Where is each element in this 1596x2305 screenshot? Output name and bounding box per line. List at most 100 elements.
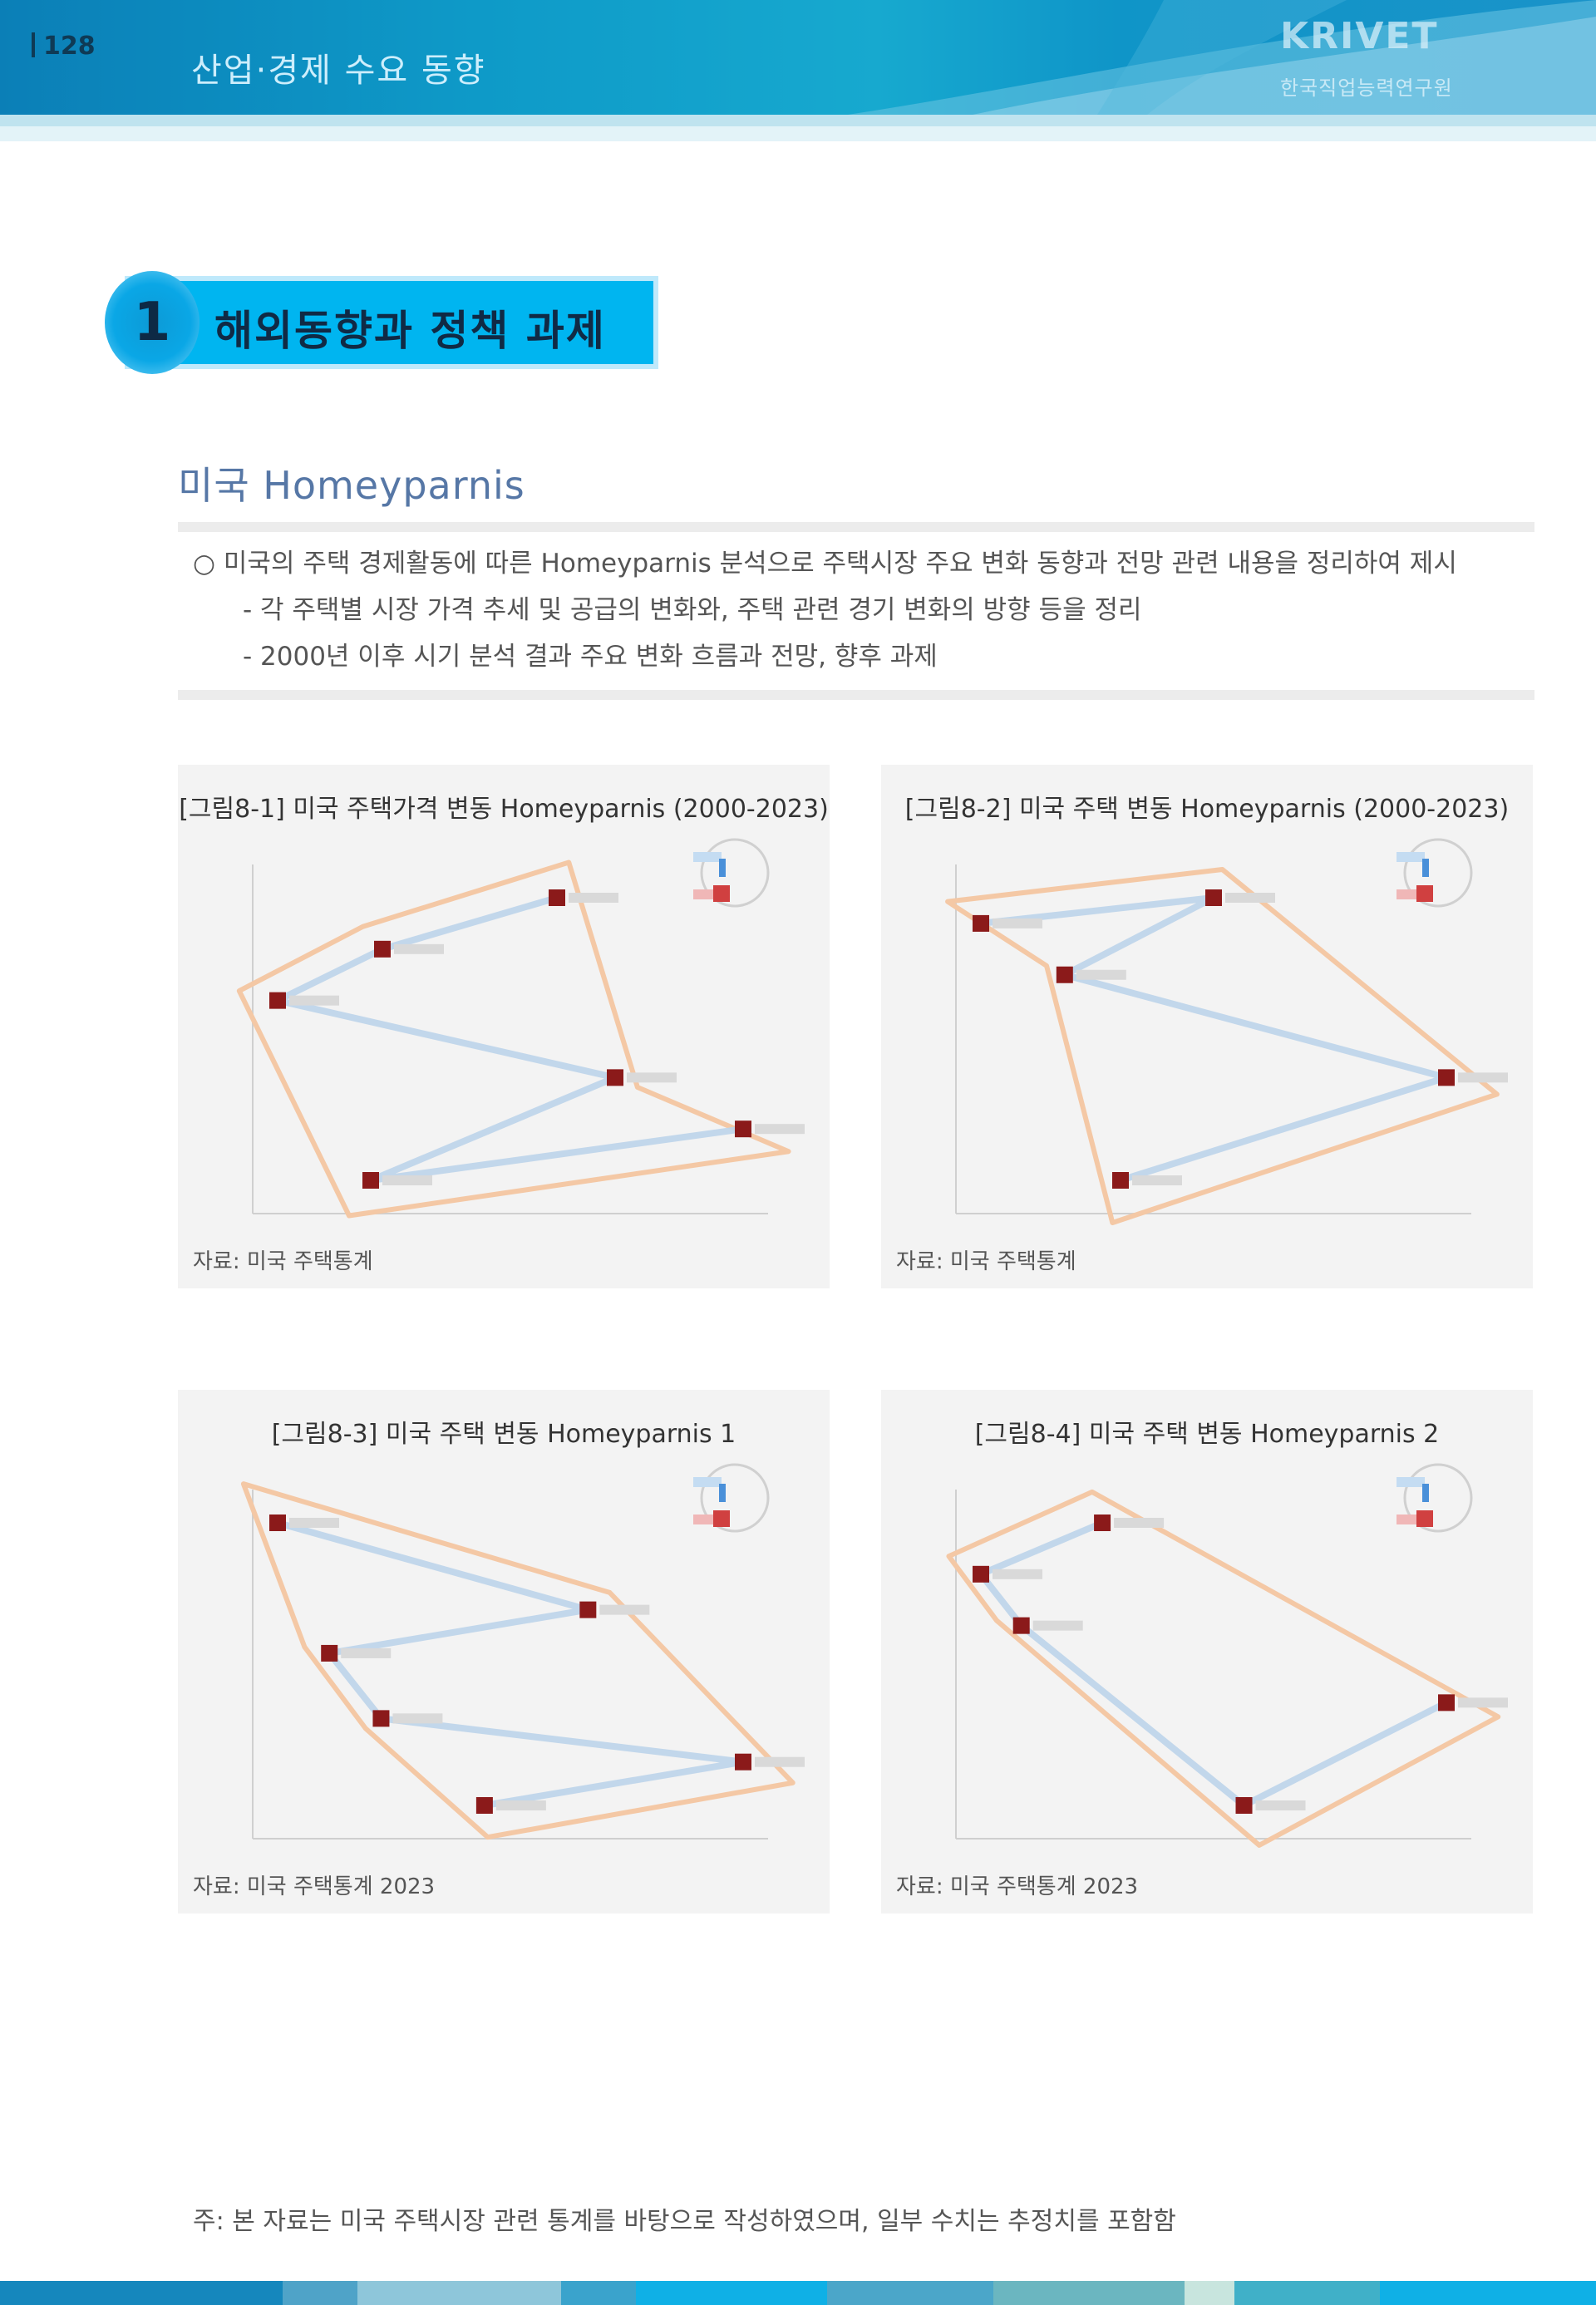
section-number: 1 [133,292,171,353]
data-point-label [1255,1800,1306,1810]
section-heading-bar [130,281,653,364]
header-title: 산업·경제 수요 동향 [191,52,486,90]
legend-marker-red [713,885,730,902]
chart-svg-1 [236,838,805,1219]
legend-circle [700,838,770,908]
header-underline-light [0,126,1596,141]
data-point-label [495,1800,546,1810]
data-point [1205,889,1222,906]
page-header: 128 산업·경제 수요 동향 KRIVET 한국직업능력연구원 [0,0,1596,115]
series-line [274,894,744,1184]
data-point [1012,1617,1030,1634]
data-point [735,1753,751,1771]
data-point [1094,1515,1111,1531]
data-point-label [289,995,339,1006]
legend-marker-red [1416,1510,1433,1527]
chart-svg-3 [240,1463,805,1840]
chart-title: [그림8-1] 미국 주택가격 변동 Homeyparnis (2000-202… [179,795,829,824]
data-point [374,940,391,958]
data-point-label [993,1569,1042,1579]
data-point [1438,1069,1455,1086]
data-point [321,1644,338,1662]
data-point [579,1601,597,1618]
data-point [735,1120,751,1138]
data-point [1438,1694,1455,1712]
chart-panel-2: [그림8-2] 미국 주택 변동 Homeyparnis (2000-2023)… [881,765,1533,1288]
subheading: 미국 Homeyparnis [178,463,525,508]
data-point-label [1458,1072,1508,1083]
footer-segment [827,2281,993,2305]
section-title: 해외동향과 정책 과제 [214,307,606,355]
data-point-label [1114,1518,1165,1528]
data-point-label [993,918,1042,928]
chart-source: 자료: 미국 주택통계 [896,1249,1076,1274]
bullet-item: - 각 주택별 시장 가격 추세 및 공급의 변화와, 주택 관련 경기 변화의… [243,595,1142,625]
data-point [549,889,565,906]
footer-segment [1185,2281,1234,2305]
envelope-line [240,1481,796,1840]
data-point [475,1797,493,1814]
legend-marker-red [713,1510,730,1527]
data-point-label [341,1647,392,1658]
chart-source: 자료: 미국 주택통계 [193,1249,373,1274]
data-point-label [1225,893,1275,903]
legend-circle [700,1463,770,1533]
data-point [1112,1172,1129,1189]
data-point [1235,1797,1253,1814]
footer-segment [636,2281,827,2305]
data-point-label [755,1124,805,1135]
legend-swatch-blue [1396,1477,1425,1487]
data-point-label [394,943,444,954]
legend-swatch-blue [1396,852,1425,862]
data-point-label [382,1175,432,1185]
data-point [372,1710,390,1727]
data-point [269,1515,286,1531]
data-point-label [1076,969,1126,980]
legend-circle [1403,838,1473,908]
data-point-label [1032,1620,1083,1631]
legend-circle [1403,1463,1473,1533]
chart-title: [그림8-3] 미국 주택 변동 Homeyparnis 1 [271,1420,736,1449]
envelope-line [946,1489,1501,1848]
footer-segment [283,2281,357,2305]
data-point-label [289,1518,339,1528]
chart-source: 자료: 미국 주택통계 2023 [193,1874,436,1899]
brand-logo: KRIVET [1280,15,1439,57]
footer-color-bar [0,2281,1596,2305]
chart-panel-3: [그림8-3] 미국 주택 변동 Homeyparnis 1 자료: 미국 주택… [178,1390,830,1913]
data-point-label [755,1756,805,1767]
chart-panel-1: [그림8-1] 미국 주택가격 변동 Homeyparnis (2000-202… [178,765,830,1288]
footer-segment [993,2281,1185,2305]
data-point-label [599,1604,650,1615]
footer-segment [1380,2281,1596,2305]
data-point [269,992,286,1009]
footer-segment [1234,2281,1380,2305]
data-point-label [392,1713,443,1724]
envelope-line [945,867,1500,1225]
data-point [1056,966,1073,983]
divider-top [178,522,1534,532]
footer-segment [0,2281,283,2305]
brand-logo-subtitle: 한국직업능력연구원 [1280,76,1453,100]
header-wave-decoration [848,0,1596,115]
section-heading: 1 해외동향과 정책 과제 [98,264,662,387]
data-point [973,1565,989,1583]
footnote: 주: 본 자료는 미국 주택시장 관련 통계를 바탕으로 작성하였으며, 일부 … [193,2207,1176,2236]
envelope-line [236,859,791,1219]
data-point-label [627,1072,677,1083]
footer-segment [561,2281,636,2305]
chart-title: [그림8-2] 미국 주택 변동 Homeyparnis (2000-2023) [904,795,1510,824]
legend-swatch-blue [693,852,722,862]
chart-svg-4 [946,1463,1508,1848]
chart-panel-4: [그림8-4] 미국 주택 변동 Homeyparnis 2 자료: 미국 주택… [881,1390,1533,1913]
series-line [980,894,1450,1184]
bullet-list: ○ 미국의 주택 경제활동에 따른 Homeyparnis 분석으로 주택시장 … [193,540,1523,680]
chart-svg-2 [945,838,1508,1225]
footer-segment [357,2281,561,2305]
header-underline [0,115,1596,126]
data-point-label [1458,1697,1508,1708]
bullet-item: ○ 미국의 주택 경제활동에 따른 Homeyparnis 분석으로 주택시장 … [193,549,1457,579]
data-point [362,1172,379,1189]
page-number: 128 [32,32,96,61]
divider-bottom [178,690,1534,700]
